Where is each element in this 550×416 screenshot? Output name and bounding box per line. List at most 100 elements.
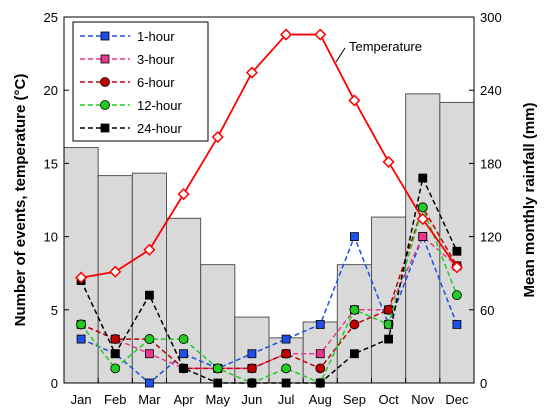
legend: 1-hour 3-hour 6-hour 12-hour 24-hour: [72, 21, 209, 142]
point-24-hour-nov: [418, 173, 428, 183]
right-tick-label: 180: [480, 156, 502, 171]
left-tick-label: 20: [44, 83, 58, 98]
point-24-hour-jun: [247, 378, 257, 388]
legend-marker-24-hour: [100, 123, 110, 133]
point-12-hour-jul: [281, 363, 291, 374]
left-tick-label: 15: [44, 156, 58, 171]
x-tick-label-nov: Nov: [411, 392, 435, 407]
temperature-point-aug: [314, 28, 327, 41]
point-6-hour-jun: [247, 363, 257, 374]
right-tick-label: 120: [480, 230, 502, 245]
temperature-point-mar: [143, 243, 156, 256]
legend-box: [72, 21, 209, 142]
point-24-hour-sep: [350, 349, 359, 359]
point-6-hour-jul: [281, 348, 291, 359]
point-1-hour-jun: [247, 349, 257, 359]
series-line-6-hour: [80, 205, 458, 370]
x-tick-label-jan: Jan: [71, 392, 92, 407]
rainfall-bar-mar: [131, 172, 167, 384]
point-12-hour-jan: [76, 319, 86, 330]
legend-entry-3-hour: 3-hour: [80, 52, 175, 67]
point-24-hour-dec: [452, 246, 462, 256]
point-24-hour-aug: [315, 378, 325, 388]
legend-marker-12-hour: [100, 100, 110, 110]
rainfall-bar-jan: [63, 147, 99, 384]
temperature-point-nov: [416, 212, 429, 226]
x-tick-label-sep: Sep: [343, 392, 366, 407]
point-3-hour-nov: [418, 232, 428, 242]
point-1-hour-sep: [350, 232, 359, 242]
point-24-hour-jul: [281, 378, 291, 388]
point-12-hour-feb: [110, 363, 121, 374]
point-24-hour-oct: [384, 334, 393, 344]
legend-entry-12-hour: 12-hour: [80, 98, 182, 113]
temperature-point-may: [211, 130, 224, 144]
point-12-hour-mar: [144, 334, 155, 344]
left-axis-title: Number of events, temperature (°C): [12, 74, 29, 327]
temperature-point-jul: [280, 28, 293, 41]
legend-entry-24-hour: 24-hour: [80, 121, 182, 136]
x-tick-label-aug: Aug: [309, 392, 332, 407]
x-tick-label-apr: Apr: [173, 392, 194, 407]
point-12-hour-sep: [349, 304, 360, 315]
point-12-hour-nov: [417, 202, 428, 213]
temperature-line: [75, 28, 463, 284]
point-6-hour-oct: [383, 304, 394, 315]
legend-marker-3-hour: [100, 54, 110, 64]
legend-marker-6-hour: [100, 77, 110, 87]
point-1-hour-apr: [179, 349, 188, 359]
right-tick-label: 240: [480, 83, 502, 98]
x-tick-label-dec: Dec: [445, 392, 469, 407]
legend-label-1-hour: 1-hour: [137, 29, 175, 44]
point-24-hour-may: [213, 378, 223, 388]
temperature-point-apr: [177, 188, 190, 201]
point-24-hour-feb: [110, 349, 120, 359]
point-6-hour-feb: [110, 334, 121, 344]
legend-entry-1-hour: 1-hour: [80, 29, 175, 44]
point-12-hour-may: [212, 363, 223, 374]
legend-label-3-hour: 3-hour: [137, 52, 175, 67]
legend-entry-6-hour: 6-hour: [80, 75, 175, 90]
series-24-hour: [76, 173, 462, 388]
x-tick-label-jun: Jun: [241, 392, 262, 407]
point-12-hour-oct: [383, 319, 394, 330]
x-tick-label-may: May: [205, 392, 230, 407]
temperature-annotation: Temperature: [335, 39, 422, 63]
x-axis: Jan Feb Mar Apr May Jun Jul Aug Sep Oct Nov Dec: [63, 378, 475, 407]
x-tick-label-jul: Jul: [278, 392, 295, 407]
point-12-hour-apr: [178, 334, 189, 344]
right-tick-label: 60: [480, 303, 494, 318]
series-line-12-hour: [80, 204, 458, 384]
x-tick-label-mar: Mar: [138, 392, 161, 407]
point-1-hour-jul: [281, 334, 291, 344]
point-24-hour-mar: [145, 290, 154, 300]
rainfall-bar-oct: [371, 216, 407, 384]
point-12-hour-dec: [452, 290, 462, 301]
x-tick-label-feb: Feb: [104, 392, 126, 407]
legend-marker-1-hour: [100, 31, 110, 41]
point-6-hour-aug: [315, 363, 326, 374]
temperature-point-sep: [348, 94, 361, 107]
left-tick-label: 5: [51, 303, 58, 318]
right-axis-title: Mean monthly rainfall (mm): [521, 102, 538, 297]
right-tick-label: 0: [480, 376, 487, 391]
series-line-3-hour: [80, 235, 458, 370]
temperature-polyline: [80, 33, 458, 279]
right-tick-label: 300: [480, 10, 502, 25]
x-tick-label-oct: Oct: [378, 392, 399, 407]
left-tick-label: 10: [44, 230, 58, 245]
point-1-hour-jan: [76, 334, 86, 344]
temperature-point-dec: [450, 261, 463, 274]
temperature-point-jan: [75, 271, 88, 284]
point-1-hour-aug: [315, 320, 325, 329]
left-axis: 0 5 10 15 20 25: [44, 10, 69, 391]
temperature-annotation-label: Temperature: [349, 39, 422, 54]
left-tick-label: 25: [44, 10, 58, 25]
series-lines: [76, 173, 462, 388]
point-24-hour-apr: [179, 363, 188, 373]
point-6-hour-sep: [349, 319, 360, 330]
point-3-hour-mar: [145, 349, 154, 359]
series-line-24-hour: [80, 175, 458, 384]
